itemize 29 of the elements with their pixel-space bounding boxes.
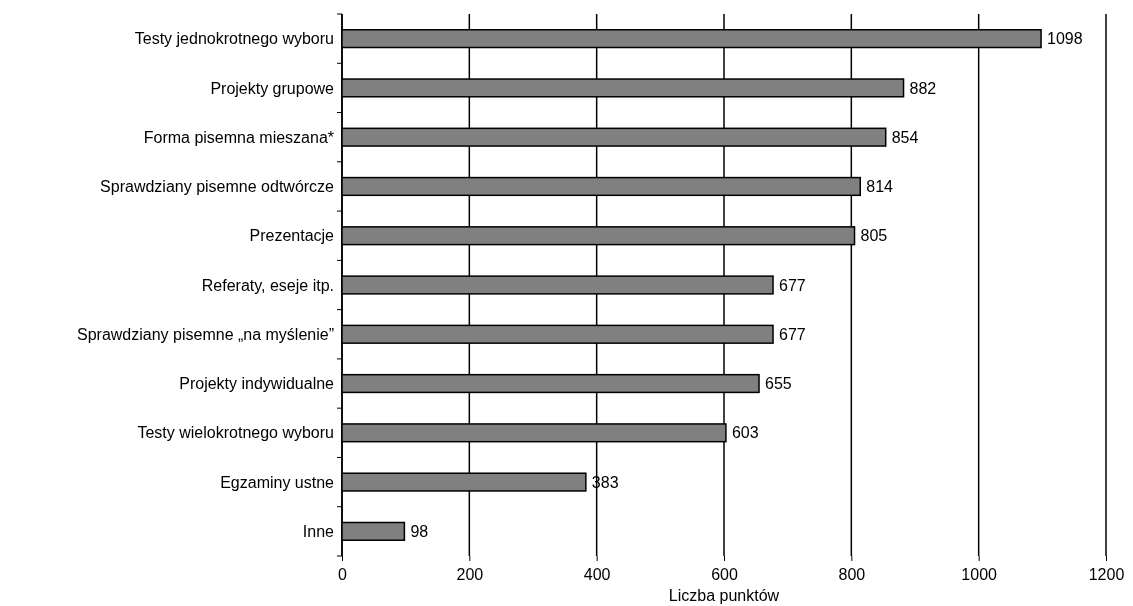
y-tick-label: Testy wielokrotnego wyboru (137, 424, 334, 442)
y-tick-label: Referaty, eseje itp. (201, 276, 334, 294)
data-label: 603 (731, 424, 759, 442)
x-axis-title: Liczba punktów (668, 587, 780, 604)
data-label: 1098 (1047, 30, 1083, 48)
data-label: 98 (410, 522, 429, 540)
x-tick-label: 400 (583, 566, 611, 584)
x-tick-label: 1000 (961, 566, 998, 584)
x-tick-label: 0 (338, 566, 348, 584)
data-label: 677 (779, 325, 806, 343)
data-label: 805 (860, 227, 888, 245)
x-tick-label: 800 (838, 566, 866, 584)
data-label: 854 (891, 128, 919, 146)
data-label: 655 (765, 375, 792, 393)
data-label: 814 (866, 178, 894, 196)
data-label: 882 (909, 79, 937, 97)
x-tick-label: 1200 (1088, 566, 1125, 584)
x-tick-label: 600 (711, 566, 738, 584)
y-tick-label: Projekty grupowe (210, 79, 335, 97)
y-tick-label: Testy jednokrotnego wyboru (134, 30, 334, 48)
y-tick-label: Sprawdziany pisemne odtwórcze (100, 178, 335, 196)
x-tick-label: 200 (456, 566, 484, 584)
data-label: 677 (779, 276, 806, 294)
y-tick-label: Forma pisemna mieszana* (143, 128, 334, 146)
y-tick-label: Prezentacje (249, 227, 335, 245)
y-tick-label: Inne (302, 522, 335, 540)
y-tick-label: Projekty indywidualne (179, 375, 335, 393)
y-tick-label: Sprawdziany pisemne „na myślenie” (77, 325, 334, 343)
y-tick-label: Egzaminy ustne (220, 473, 335, 491)
